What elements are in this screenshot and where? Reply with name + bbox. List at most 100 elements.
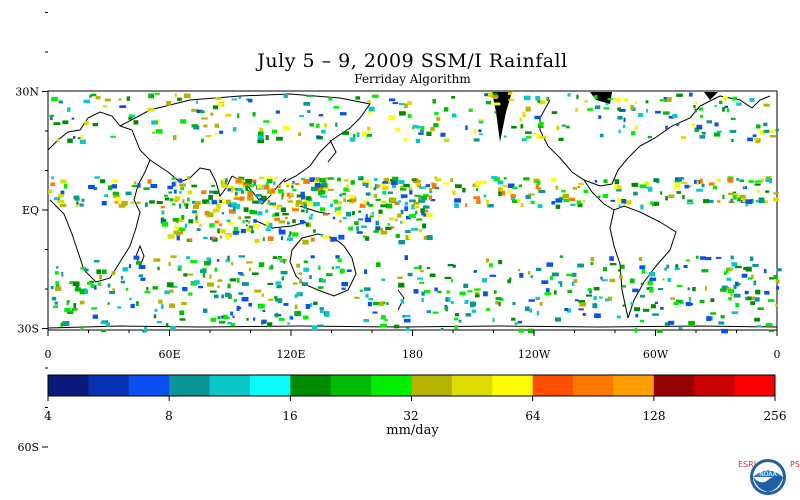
rain-pixel (321, 279, 326, 283)
rain-pixel (104, 98, 111, 102)
rain-pixel (79, 300, 85, 305)
rain-pixel (315, 186, 320, 190)
rain-pixel (313, 301, 318, 305)
rain-pixel (92, 314, 99, 319)
rain-pixel (577, 203, 583, 208)
rain-pixel (276, 136, 283, 141)
rain-pixel (444, 107, 449, 112)
rain-pixel (303, 267, 309, 272)
rain-pixel (349, 201, 355, 204)
rain-pixel (354, 198, 357, 202)
rain-pixel (143, 187, 150, 190)
rain-pixel (171, 177, 177, 180)
rain-pixel (374, 184, 378, 189)
rainfall-field (48, 92, 782, 334)
rain-pixel (92, 123, 98, 127)
rain-pixel (750, 301, 755, 305)
rain-pixel (550, 275, 553, 281)
rain-pixel (736, 102, 742, 106)
lat-label: 30S (17, 323, 39, 336)
rain-pixel (355, 96, 360, 100)
rain-pixel (672, 113, 678, 118)
rain-pixel (62, 321, 70, 327)
rain-pixel (629, 278, 635, 284)
rain-pixel (225, 178, 228, 182)
rain-pixel (530, 200, 535, 205)
rain-pixel (756, 324, 762, 328)
rain-pixel (101, 329, 106, 333)
rain-pixel (730, 255, 734, 260)
rain-pixel (269, 202, 277, 206)
rain-pixel (422, 223, 427, 229)
rain-pixel (287, 193, 294, 196)
rain-pixel (179, 318, 186, 321)
rain-pixel (305, 209, 308, 213)
rain-pixel (210, 112, 214, 116)
rain-pixel (420, 208, 425, 213)
rain-pixel (335, 255, 340, 259)
rain-pixel (260, 195, 267, 200)
rain-pixel (525, 194, 531, 199)
rain-pixel (318, 114, 324, 117)
rain-pixel (476, 199, 481, 204)
lon-label: 60E (158, 348, 180, 361)
rain-pixel (347, 199, 352, 202)
rain-pixel (751, 274, 754, 280)
rain-pixel (146, 287, 149, 291)
rain-pixel (765, 178, 771, 182)
rain-pixel (379, 301, 384, 307)
rain-pixel (624, 200, 631, 205)
rain-pixel (678, 327, 683, 330)
rain-pixel (404, 315, 411, 318)
rain-pixel (365, 183, 369, 188)
rain-pixel (378, 209, 383, 214)
rain-pixel (618, 129, 621, 134)
rain-pixel (498, 191, 502, 196)
rain-pixel (267, 200, 270, 205)
rain-pixel (333, 199, 339, 204)
rain-pixel (420, 126, 425, 131)
rain-pixel (400, 185, 404, 189)
rain-pixel (309, 177, 316, 182)
rain-pixel (295, 310, 302, 315)
rain-pixel (694, 101, 698, 105)
rain-pixel (313, 202, 320, 207)
rain-pixel (288, 234, 291, 237)
rain-pixel (308, 216, 313, 220)
rain-pixel (495, 297, 502, 300)
rain-pixel (249, 209, 255, 215)
rain-pixel (198, 285, 203, 289)
rain-pixel (87, 281, 93, 285)
rain-pixel (532, 133, 539, 136)
rain-pixel (291, 232, 299, 237)
rain-pixel (555, 198, 563, 203)
rain-pixel (201, 117, 208, 120)
rain-pixel (615, 97, 621, 102)
rain-pixel (168, 191, 173, 194)
rain-pixel (765, 176, 772, 180)
rain-pixel (387, 191, 393, 194)
rain-pixel (434, 183, 437, 187)
rain-pixel (50, 286, 54, 290)
rain-pixel (428, 195, 433, 200)
rain-pixel (226, 199, 232, 205)
rain-pixel (380, 227, 384, 232)
rain-pixel (660, 306, 664, 310)
rain-pixel (738, 283, 741, 286)
rain-pixel (694, 108, 697, 113)
rain-pixel (743, 267, 747, 271)
rain-pixel (310, 302, 313, 308)
rain-pixel (748, 277, 752, 280)
rain-pixel (75, 204, 78, 208)
rain-pixel (577, 263, 585, 268)
rain-pixel (413, 289, 419, 294)
logo-right-letters: PSD (790, 460, 800, 469)
rain-pixel (375, 220, 379, 226)
rain-pixel (639, 184, 647, 188)
rain-pixel (696, 255, 699, 259)
rain-pixel (310, 237, 315, 242)
rain-pixel (444, 138, 450, 143)
rain-pixel (413, 205, 420, 209)
rain-pixel (528, 193, 535, 196)
colorbar-tick-label: 256 (763, 409, 787, 423)
